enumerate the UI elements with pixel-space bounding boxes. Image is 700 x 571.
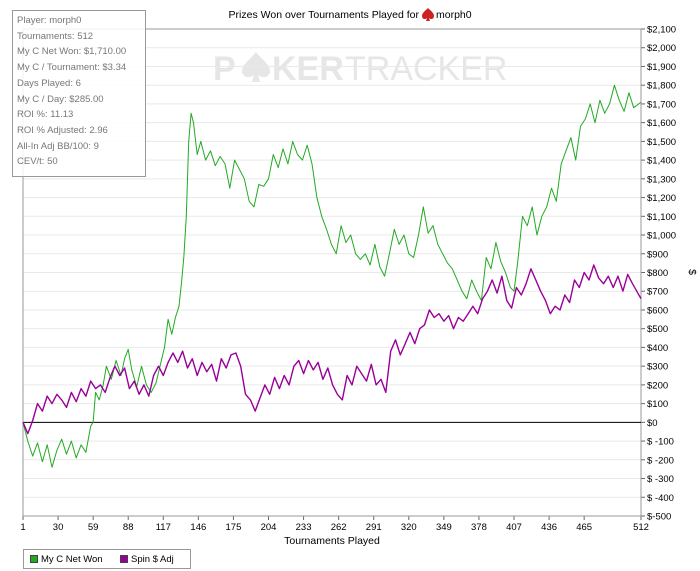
y-tick-label: $2,000: [647, 43, 676, 54]
y-tick-label: $100: [647, 399, 668, 410]
legend-item-spin[interactable]: Spin $ Adj: [120, 555, 174, 565]
x-tick-label: 146: [190, 522, 206, 533]
y-tick-label: $1,000: [647, 231, 676, 242]
y-tick-label: $1,800: [647, 81, 676, 92]
x-tick-label: 262: [331, 522, 347, 533]
y-tick-label: $0: [647, 418, 658, 429]
legend-label-net-won: My C Net Won: [41, 554, 103, 565]
watermark-spade-icon: [242, 52, 270, 82]
x-tick-label: 30: [53, 522, 64, 533]
series-line-spin: [23, 265, 641, 434]
watermark-text-left: P: [213, 50, 236, 88]
y-tick-label: $500: [647, 324, 668, 335]
stat-roi: ROI %: 11.13: [17, 107, 141, 123]
x-tick-label: 117: [156, 522, 171, 533]
y-tick-label: $600: [647, 305, 668, 316]
stat-cev: CEV/t: 50: [17, 154, 141, 170]
y-axis-label: $: [686, 269, 698, 275]
x-tick-label: 175: [226, 522, 242, 533]
chart-title-player: morph0: [436, 9, 472, 21]
y-tick-label: $-500: [647, 512, 671, 523]
y-tick-label: $1,200: [647, 193, 676, 204]
y-tick-label: $1,100: [647, 212, 676, 223]
y-tick-label: $700: [647, 287, 668, 298]
y-tick-label: $ -400: [647, 493, 674, 504]
x-tick-label: 233: [296, 522, 312, 533]
stat-net-won: My C Net Won: $1,710.00: [17, 44, 141, 60]
y-tick-label: $1,900: [647, 62, 676, 73]
x-tick-label: 59: [88, 522, 99, 533]
x-tick-label: 512: [633, 522, 649, 533]
y-tick-label: $1,600: [647, 118, 676, 129]
x-tick-label: 407: [506, 522, 522, 533]
x-tick-label: 204: [261, 522, 277, 533]
stat-per-tournament: My C / Tournament: $3.34: [17, 60, 141, 76]
legend: My C Net Won Spin $ Adj: [23, 549, 191, 569]
title-spade-icon: [422, 8, 434, 21]
x-tick-label: 320: [401, 522, 417, 533]
legend-swatch-net-won: [30, 555, 38, 563]
y-tick-label: $1,500: [647, 137, 676, 148]
y-tick-label: $ -300: [647, 474, 674, 485]
y-tick-label: $800: [647, 268, 668, 279]
y-tick-label: $1,700: [647, 99, 676, 110]
watermark-text-tracker: TRACKER: [345, 50, 507, 88]
x-tick-label: 88: [123, 522, 134, 533]
stat-per-day: My C / Day: $285.00: [17, 92, 141, 108]
stat-tournaments: Tournaments: 512: [17, 29, 141, 45]
y-tick-label: $ -100: [647, 437, 674, 448]
y-tick-label: $1,400: [647, 156, 676, 167]
stat-player: Player: morph0: [17, 13, 141, 29]
chart-title: Prizes Won over Tournaments Played for: [229, 9, 420, 21]
stat-allin-adj: All-In Adj BB/100: 9: [17, 139, 141, 155]
watermark-text-right: KER: [272, 50, 344, 88]
y-tick-label: $2,100: [647, 25, 676, 36]
y-tick-label: $900: [647, 249, 668, 260]
legend-item-net-won[interactable]: My C Net Won: [30, 555, 103, 565]
legend-label-spin: Spin $ Adj: [131, 554, 174, 565]
stat-roi-adjusted: ROI % Adjusted: 2.96: [17, 123, 141, 139]
x-tick-label: 349: [436, 522, 452, 533]
stats-panel: Player: morph0 Tournaments: 512 My C Net…: [12, 10, 146, 177]
x-axis-label: Tournaments Played: [284, 535, 380, 547]
x-tick-label: 291: [366, 522, 382, 533]
y-tick-label: $300: [647, 362, 668, 373]
y-tick-label: $200: [647, 380, 668, 391]
y-tick-label: $ -200: [647, 455, 674, 466]
y-tick-label: $400: [647, 343, 668, 354]
x-tick-label: 465: [576, 522, 592, 533]
x-tick-label: 436: [541, 522, 557, 533]
legend-swatch-spin: [120, 555, 128, 563]
y-tick-label: $1,300: [647, 174, 676, 185]
x-tick-label: 378: [471, 522, 487, 533]
stat-days-played: Days Played: 6: [17, 76, 141, 92]
x-tick-label: 1: [20, 522, 25, 533]
